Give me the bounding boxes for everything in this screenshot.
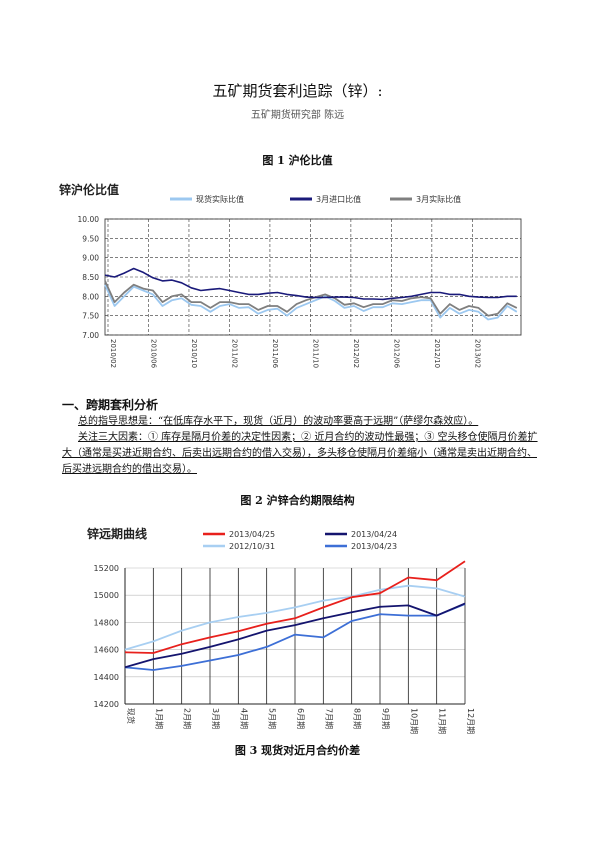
doc-title: 五矿期货套利追踪（锌）: [212,82,383,100]
x-tick-label: 9月期 [381,708,390,729]
section-heading: 一、跨期套利分析 [62,398,159,412]
legend-label: 3月进口比值 [316,194,361,204]
x-tick-label: 2012/10 [433,339,441,368]
figure2-caption: 图 2 沪锌合约期限结构 [240,494,355,507]
y-tick-label: 10.00 [78,215,100,224]
legend-label: 3月实际比值 [416,194,461,204]
y-tick-label: 9.00 [82,254,99,263]
series-line [104,284,518,321]
y-tick-label: 15000 [94,591,119,600]
x-tick-label: 7月期 [324,708,333,729]
x-tick-label: 2012/02 [352,339,360,368]
legend-label: 2012/10/31 [229,542,275,551]
figure1-caption: 图 1 沪伦比值 [262,154,333,167]
y-tick-label: 14600 [94,646,119,655]
x-tick-label: 2011/06 [271,339,279,369]
x-tick-label: 6月期 [296,708,305,729]
y-tick-label: 7.00 [82,331,99,340]
y-tick-label: 9.50 [82,234,99,243]
x-tick-label: 3月期 [211,708,220,729]
paragraph-three-factors: 关注三大因素：① 库存是隔月价差的决定性因素；② 近月合约的波动性最强；③ 空头… [62,432,538,475]
legend-label: 2013/04/23 [351,542,397,551]
x-tick-label: 2011/10 [311,339,319,368]
x-tick-label: 2012/06 [392,339,400,369]
x-tick-label: 现货 [126,708,136,724]
series-line [124,603,466,671]
x-tick-label: 2010/02 [109,339,117,368]
x-tick-label: 2011/02 [230,339,238,368]
x-tick-label: 11月期 [438,708,447,734]
legend-label: 2013/04/25 [229,530,275,539]
x-tick-label: 4月期 [239,708,248,729]
doc-subtitle: 五矿期货研究部 陈远 [250,110,345,121]
chart1-title: 锌沪伦比值 [59,182,119,197]
legend-label: 现货实际比值 [196,194,244,204]
x-tick-label: 5月期 [268,708,277,729]
x-tick-label: 10月期 [409,708,418,734]
y-tick-label: 14400 [94,673,119,682]
paragraph-principle: 总的指导思想是：“在低库存水平下，现货（近月）的波动率要高于远期”（萨缪尔森效应… [78,416,479,427]
chart-zinc-forward-curve: 锌远期曲线 2013/04/25 2013/04/24 2012/10/31 2013/… [87,526,475,734]
y-tick-label: 8.00 [82,292,99,301]
legend-label: 2013/04/24 [351,530,397,539]
series-line [104,280,518,317]
figure3-caption: 图 3 现货对近月合约价差 [234,744,361,757]
x-tick-label: 8月期 [353,708,362,729]
x-tick-label: 2010/06 [149,339,157,369]
x-tick-label: 12月期 [466,708,475,734]
y-tick-label: 14800 [94,618,119,627]
series-line [104,267,517,301]
chart2-title: 锌远期曲线 [87,526,147,541]
y-tick-label: 8.50 [82,273,99,282]
series-line [124,560,466,654]
x-tick-label: 2月期 [183,708,192,729]
x-tick-label: 1月期 [154,708,163,729]
x-tick-label: 2013/02 [473,339,481,368]
y-tick-label: 14200 [94,700,119,709]
y-tick-label: 7.50 [82,312,99,321]
y-tick-label: 15200 [94,564,119,573]
x-tick-label: 2010/10 [190,339,198,368]
series-line [124,602,466,669]
series-line [124,584,466,651]
